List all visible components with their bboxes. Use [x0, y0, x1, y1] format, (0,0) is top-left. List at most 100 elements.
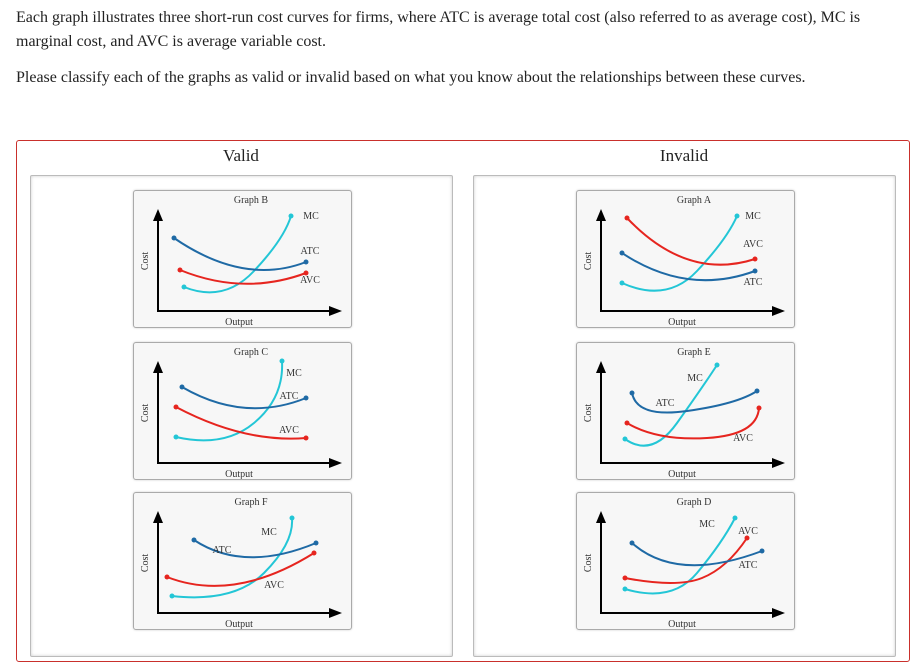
cost-curve	[181, 386, 307, 410]
graph: Graph A Cost Output MC AVC ATC	[583, 195, 785, 327]
curve-end	[732, 515, 738, 521]
x-axis-label: Output	[225, 469, 253, 479]
curve-end	[624, 215, 630, 221]
curve-end	[734, 213, 740, 219]
graph-card[interactable]: Graph B Cost Output MC ATC AVC	[133, 190, 352, 328]
graph-card[interactable]: Graph D Cost Output MC AVC ATC	[576, 492, 795, 630]
curve-end	[191, 537, 197, 543]
graph-title: Graph F	[234, 497, 267, 508]
curve-end	[169, 593, 175, 599]
y-arrow	[153, 209, 163, 221]
curve-end	[619, 250, 625, 256]
page: {"instructions": ["Each graph illustrate…	[16, 9, 910, 662]
x-arrow	[329, 458, 342, 468]
cost-curve	[193, 539, 317, 559]
curve-end	[622, 586, 628, 592]
x-axis-label: Output	[668, 619, 696, 629]
curve-label: AVC	[743, 239, 763, 250]
graph: Graph D Cost Output MC AVC ATC	[583, 497, 785, 629]
y-axis-label: Cost	[140, 554, 151, 573]
curve-end	[619, 280, 625, 286]
curve-label: ATC	[213, 545, 232, 556]
curve-label: AVC	[300, 275, 320, 286]
curve-label: AVC	[738, 526, 758, 537]
cost-curve	[183, 215, 292, 294]
curve-end	[754, 388, 760, 394]
y-axis-label: Cost	[583, 404, 594, 423]
curve-end	[311, 550, 317, 556]
curve-end	[629, 390, 635, 396]
y-arrow	[153, 511, 163, 523]
graph: Graph E Cost Output MC ATC AVC	[583, 347, 785, 479]
drop-zone[interactable]: Graph A Cost Output MC AVC ATC Graph E Cost Outp…	[473, 175, 896, 657]
x-arrow	[772, 458, 785, 468]
curve-label: AVC	[264, 580, 284, 591]
curve-end	[303, 435, 309, 441]
cost-curve	[631, 390, 758, 414]
cost-curve	[173, 237, 307, 271]
curve-end	[714, 362, 720, 368]
graph-card[interactable]: Graph F Cost Output MC ATC AVC	[133, 492, 352, 630]
x-arrow	[772, 306, 785, 316]
curve-end	[303, 270, 309, 276]
graph-card[interactable]: Graph E Cost Output MC ATC AVC	[576, 342, 795, 480]
column-header: Valid	[223, 146, 259, 165]
curve-label: ATC	[739, 560, 758, 571]
drop-zone[interactable]: Graph B Cost Output MC ATC AVC Graph C Cost Outp…	[30, 175, 453, 657]
y-axis-label: Cost	[583, 252, 594, 271]
y-arrow	[596, 511, 606, 523]
graph: Graph C Cost Output MC ATC AVC	[140, 347, 342, 479]
cost-curve	[626, 217, 756, 266]
curve-end	[756, 405, 762, 411]
curve-end	[171, 235, 177, 241]
curve-label: ATC	[301, 246, 320, 257]
curve-end	[759, 548, 765, 554]
curve-label: MC	[699, 519, 715, 530]
cost-curve	[624, 364, 718, 447]
curve-end	[177, 267, 183, 273]
curve-label: MC	[745, 211, 761, 222]
cost-curve	[626, 407, 760, 440]
curve-end	[622, 436, 628, 442]
curve-end	[303, 259, 309, 265]
x-axis-label: Output	[225, 619, 253, 629]
y-arrow	[153, 361, 163, 373]
graph-title: Graph E	[677, 347, 711, 358]
column-header: Invalid	[659, 146, 709, 165]
curve-end	[279, 358, 285, 364]
cost-curve	[175, 406, 307, 440]
graph-title: Graph B	[234, 195, 268, 206]
curve-end	[303, 395, 309, 401]
cost-curve	[175, 360, 284, 442]
graph-title: Graph A	[677, 195, 712, 206]
graph: Graph F Cost Output MC ATC AVC	[140, 497, 342, 629]
curve-end	[173, 434, 179, 440]
curve-label: AVC	[279, 425, 299, 436]
cost-curve	[631, 542, 763, 567]
cost-curve	[621, 215, 738, 292]
curve-label: MC	[261, 527, 277, 538]
instruction: Please classify each of the graphs as va…	[16, 69, 806, 86]
graph-card[interactable]: Graph A Cost Output MC AVC ATC	[576, 190, 795, 328]
y-axis-label: Cost	[140, 252, 151, 271]
cost-curve	[166, 552, 315, 587]
curve-end	[313, 540, 319, 546]
curve-label: MC	[687, 373, 703, 384]
curve-label: MC	[303, 211, 319, 222]
cost-curve	[171, 517, 294, 599]
y-arrow	[596, 209, 606, 221]
curve-end	[752, 268, 758, 274]
curve-label: ATC	[744, 277, 763, 288]
x-arrow	[329, 608, 342, 618]
x-axis-label: Output	[225, 317, 253, 327]
x-axis-label: Output	[668, 317, 696, 327]
x-arrow	[772, 608, 785, 618]
curve-end	[173, 404, 179, 410]
curve-end	[622, 575, 628, 581]
curve-label: MC	[286, 368, 302, 379]
x-axis-label: Output	[668, 469, 696, 479]
y-axis-label: Cost	[583, 554, 594, 573]
graph: Graph B Cost Output MC ATC AVC	[140, 195, 342, 327]
graph-card[interactable]: Graph C Cost Output MC ATC AVC	[133, 342, 352, 480]
cost-curve	[624, 517, 736, 595]
